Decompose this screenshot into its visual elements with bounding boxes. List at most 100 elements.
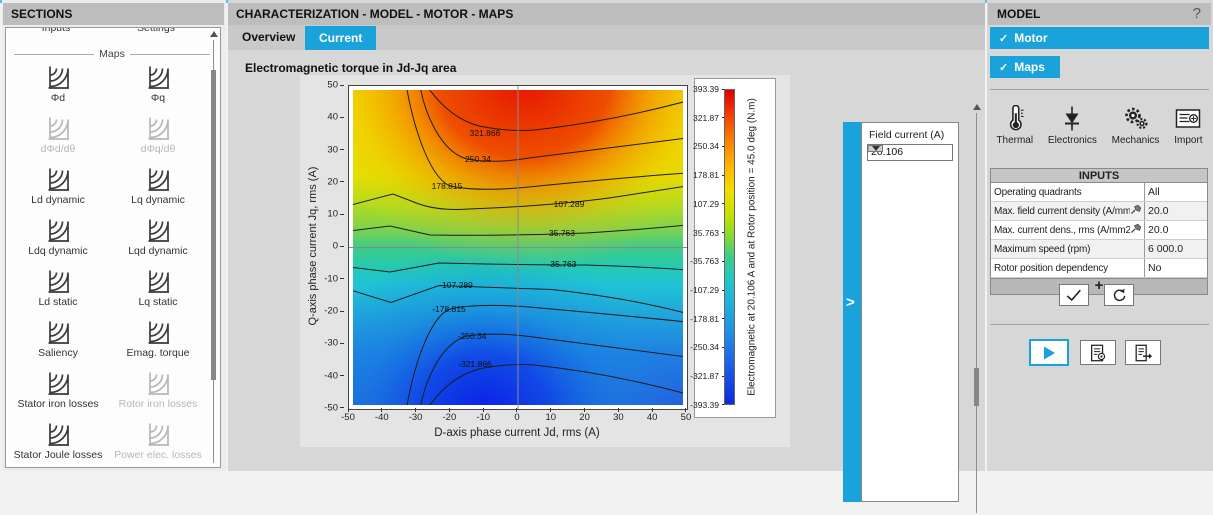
- map-item[interactable]: Lqd dynamic: [108, 218, 208, 269]
- y-tick-label: 10: [327, 208, 338, 220]
- contour-map-icon: [147, 167, 170, 192]
- report-button[interactable]: [1080, 340, 1116, 365]
- map-item[interactable]: Ld dynamic: [8, 167, 108, 218]
- map-item[interactable]: Stator Joule losses: [8, 422, 108, 467]
- diode-icon: [1065, 106, 1080, 131]
- contour-map-icon: [147, 371, 170, 396]
- x-tick-label: 0: [514, 412, 520, 423]
- y-tick-label: 50: [327, 79, 338, 91]
- map-item[interactable]: Ld static: [8, 269, 108, 320]
- map-item[interactable]: Φd: [8, 65, 108, 116]
- map-item[interactable]: dΦq/dθ: [108, 116, 208, 167]
- x-tick-mark: [381, 408, 383, 412]
- document-export-icon: [1135, 344, 1153, 361]
- field-current-panel: Field current (A) 20.106: [861, 122, 959, 502]
- map-item[interactable]: dΦd/dθ: [8, 116, 108, 167]
- y-tick-mark: [340, 213, 344, 215]
- list-item-settings[interactable]: Settings: [137, 27, 175, 34]
- y-tick-label: 30: [327, 144, 338, 156]
- x-tick-mark: [550, 408, 552, 412]
- input-value[interactable]: 20.0: [1144, 221, 1207, 239]
- check-icon: ✓: [999, 33, 1009, 45]
- input-value[interactable]: 20.0: [1144, 202, 1207, 220]
- y-tick-label: 40: [327, 111, 338, 123]
- tool-label: Thermal: [996, 135, 1034, 146]
- colorbar-tick-label: 393.39: [693, 84, 719, 94]
- sections-header: SECTIONS: [3, 3, 224, 25]
- play-icon: [1044, 346, 1055, 359]
- map-item-label: Lqd dynamic: [128, 245, 188, 257]
- map-item[interactable]: Saliency: [8, 320, 108, 371]
- tool-thermal[interactable]: Thermal: [996, 105, 1033, 146]
- tool-import[interactable]: Import: [1174, 105, 1203, 146]
- map-item-label: Stator iron losses: [17, 398, 99, 410]
- x-tick-mark: [685, 408, 687, 412]
- collapse-panel-handle[interactable]: >: [843, 122, 861, 502]
- add-input-button[interactable]: +: [990, 278, 1208, 295]
- table-row[interactable]: Rotor position dependency No: [991, 259, 1207, 278]
- modify-icon: [1130, 221, 1144, 239]
- y-tick-mark: [340, 278, 344, 280]
- map-item[interactable]: Lq dynamic: [108, 167, 208, 218]
- scroll-up-icon[interactable]: [210, 31, 218, 37]
- map-item-label: Power elec. losses: [114, 449, 202, 461]
- map-item[interactable]: Φq: [108, 65, 208, 116]
- map-item-label: Saliency: [38, 347, 78, 359]
- tool-mechanics[interactable]: Mechanics: [1112, 105, 1159, 146]
- tool-electronics[interactable]: Electronics: [1048, 105, 1097, 146]
- table-row[interactable]: Maximum speed (rpm) 6 000.0: [991, 240, 1207, 259]
- contour-map-icon: [147, 65, 170, 90]
- help-icon[interactable]: ?: [1192, 5, 1201, 22]
- contour-map: [349, 86, 687, 409]
- contour-label: -250.34: [457, 331, 487, 341]
- contour-label: -178.815: [432, 304, 466, 314]
- table-row[interactable]: Max. current dens., rms (A/mm2) 20.0: [991, 221, 1207, 240]
- scrollbar-thumb[interactable]: [974, 368, 979, 406]
- nav-maps-button[interactable]: ✓ Maps: [990, 56, 1060, 78]
- y-tick-label: 20: [327, 176, 338, 188]
- map-item-label: Stator Joule losses: [13, 449, 103, 461]
- inputs-table: INPUTS Operating quadrants All Max. fiel…: [990, 168, 1208, 295]
- input-label: Operating quadrants: [994, 186, 1082, 198]
- export-button[interactable]: [1125, 340, 1161, 365]
- colorbar: 393.39 321.87 250.34 178.81 107.29 35.76…: [690, 78, 776, 418]
- map-item[interactable]: Rotor iron losses: [108, 371, 208, 422]
- nav-motor-button[interactable]: ✓ Motor: [990, 27, 1209, 49]
- run-button[interactable]: [1029, 339, 1069, 366]
- tools-row: Thermal Electronics Mechanics: [989, 105, 1210, 146]
- map-item[interactable]: Power elec. losses: [108, 422, 208, 467]
- input-value[interactable]: No: [1144, 259, 1207, 277]
- contour-plot-area[interactable]: 321.866 250.34 178.815 107.289 35.763 -3…: [348, 85, 688, 410]
- y-tick-mark: [340, 116, 344, 118]
- field-current-dropdown[interactable]: 20.106: [867, 144, 953, 161]
- input-label: Maximum speed (rpm): [994, 243, 1091, 255]
- y-tick-mark: [340, 84, 344, 86]
- map-item[interactable]: Lq static: [108, 269, 208, 320]
- map-item-label: Φq: [150, 92, 166, 104]
- table-row[interactable]: Operating quadrants All: [991, 183, 1207, 202]
- map-item[interactable]: Stator iron losses: [8, 371, 108, 422]
- map-item-label: Rotor iron losses: [118, 398, 198, 410]
- colorbar-tick-label: 250.34: [693, 141, 719, 152]
- characterization-panel: CHARACTERIZATION - MODEL - MOTOR - MAPS …: [228, 0, 985, 513]
- reset-button[interactable]: [1104, 284, 1134, 306]
- input-label: Max. field current density (A/mm2): [994, 205, 1130, 217]
- list-item-inputs[interactable]: Inputs: [41, 27, 71, 34]
- map-item[interactable]: Ldq dynamic: [8, 218, 108, 269]
- tab-current[interactable]: Current: [305, 26, 377, 50]
- nav-maps-label: Maps: [1014, 60, 1045, 74]
- table-row[interactable]: Max. field current density (A/mm2) 20.0: [991, 202, 1207, 221]
- contour-map-icon: [147, 269, 170, 294]
- scroll-up-icon[interactable]: [973, 104, 981, 110]
- map-item[interactable]: Emag. torque: [108, 320, 208, 371]
- input-value[interactable]: 6 000.0: [1144, 240, 1207, 258]
- input-value[interactable]: All: [1144, 183, 1207, 201]
- tab-overview[interactable]: Overview: [242, 30, 296, 44]
- apply-button[interactable]: [1059, 284, 1089, 306]
- dropdown-button[interactable]: [868, 145, 883, 152]
- y-tick-mark: [340, 342, 344, 344]
- colorbar-tick-label: -178.81: [690, 313, 719, 324]
- scrollbar-thumb[interactable]: [211, 70, 216, 380]
- map-item-label: dΦd/dθ: [40, 143, 76, 155]
- x-tick-mark: [617, 408, 619, 412]
